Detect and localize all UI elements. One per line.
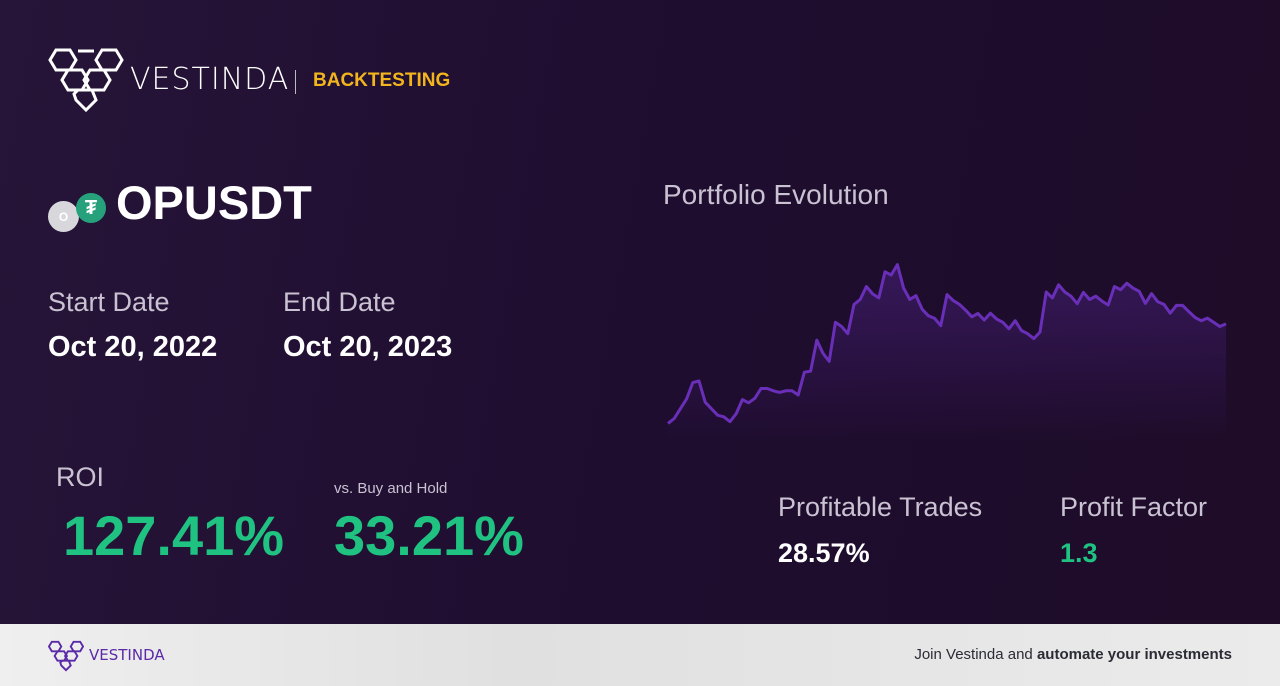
portfolio-chart	[667, 263, 1227, 440]
brand-name: VESTINDA	[130, 62, 290, 97]
profit-factor-value: 1.3	[1060, 538, 1098, 568]
chart-title: Portfolio Evolution	[663, 179, 889, 210]
backtest-card: VESTINDA BACKTESTING O ₮ OPUSDT Start Da…	[0, 0, 1280, 624]
header-divider	[295, 70, 296, 94]
footer-logo-icon	[48, 640, 84, 672]
tether-icon: ₮	[76, 193, 106, 223]
end-date-label: End Date	[283, 287, 396, 317]
start-date-value: Oct 20, 2022	[48, 331, 218, 363]
chart-area-fill	[668, 264, 1226, 440]
roi-value: 127.41%	[63, 504, 285, 567]
section-label: BACKTESTING	[313, 70, 451, 91]
vestinda-logo-icon	[48, 48, 124, 113]
profitable-trades-value: 28.57%	[778, 538, 870, 568]
profitable-trades-label: Profitable Trades	[778, 492, 983, 522]
start-date-label: Start Date	[48, 287, 170, 317]
footer-cta[interactable]: Join Vestinda and automate your investme…	[914, 646, 1232, 663]
end-date-value: Oct 20, 2023	[283, 331, 453, 363]
footer: VESTINDA Join Vestinda and automate your…	[0, 624, 1280, 686]
pair-symbol: OPUSDT	[116, 176, 312, 229]
portfolio-line	[667, 263, 1227, 425]
profit-factor-label: Profit Factor	[1060, 492, 1208, 522]
roi-label: ROI	[56, 462, 105, 492]
cta-bold: automate your investments	[1036, 646, 1232, 663]
footer-brand: VESTINDA	[89, 646, 165, 664]
op-coin-icon: O	[48, 201, 79, 232]
cta-plain: Join Vestinda and	[914, 646, 1037, 663]
buy-hold-value: 33.21%	[334, 504, 524, 567]
buy-hold-label: vs. Buy and Hold	[334, 480, 448, 497]
